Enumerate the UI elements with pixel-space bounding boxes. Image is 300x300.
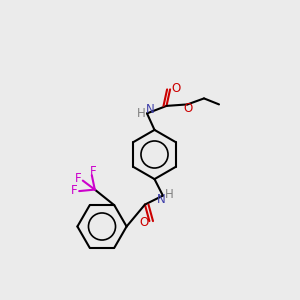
Text: F: F bbox=[70, 184, 77, 197]
Text: H: H bbox=[137, 106, 146, 120]
Text: O: O bbox=[183, 102, 192, 116]
Text: F: F bbox=[75, 172, 82, 185]
Text: H: H bbox=[164, 188, 173, 202]
Text: O: O bbox=[171, 82, 180, 95]
Text: N: N bbox=[157, 193, 166, 206]
Text: F: F bbox=[90, 165, 97, 178]
Text: N: N bbox=[146, 103, 154, 116]
Text: O: O bbox=[140, 216, 148, 229]
